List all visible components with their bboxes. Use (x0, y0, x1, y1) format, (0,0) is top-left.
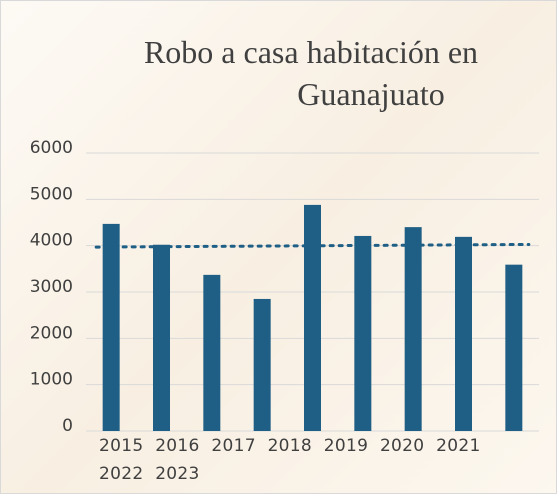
bar (304, 204, 321, 431)
y-tick-label: 1000 (30, 370, 73, 390)
x-tick-label: 2021 (436, 436, 481, 456)
bar (153, 244, 170, 431)
bar (102, 223, 120, 431)
bar (203, 274, 221, 431)
x-tick-label: 2019 (323, 436, 369, 456)
x-tick-label: 2022 (99, 464, 144, 484)
y-tick-label: 3000 (30, 277, 73, 297)
bar (455, 236, 472, 431)
y-tick-label: 2000 (30, 323, 73, 343)
x-tick-label: 2016 (155, 436, 200, 456)
trendline (94, 242, 531, 249)
bar (505, 264, 523, 431)
x-axis-labels: 2015 2016 2017 2018 2019 2020 2021 2022 … (99, 432, 529, 488)
x-tick-label: 2017 (211, 436, 256, 456)
x-tick-label: 2020 (379, 436, 425, 456)
y-tick-label: 4000 (30, 231, 73, 251)
bar (404, 227, 422, 431)
y-tick-label: 5000 (30, 184, 73, 204)
bar (354, 235, 372, 431)
x-tick-label: 2023 (155, 464, 200, 484)
x-tick-label: 2015 (99, 436, 144, 456)
y-tick-label: 6000 (30, 138, 73, 158)
y-tick-label: 0 (62, 416, 73, 436)
x-tick-label: 2018 (267, 436, 313, 456)
bar (253, 298, 271, 431)
chart-title: Robo a casa habitación en Guanajuato (144, 34, 478, 112)
